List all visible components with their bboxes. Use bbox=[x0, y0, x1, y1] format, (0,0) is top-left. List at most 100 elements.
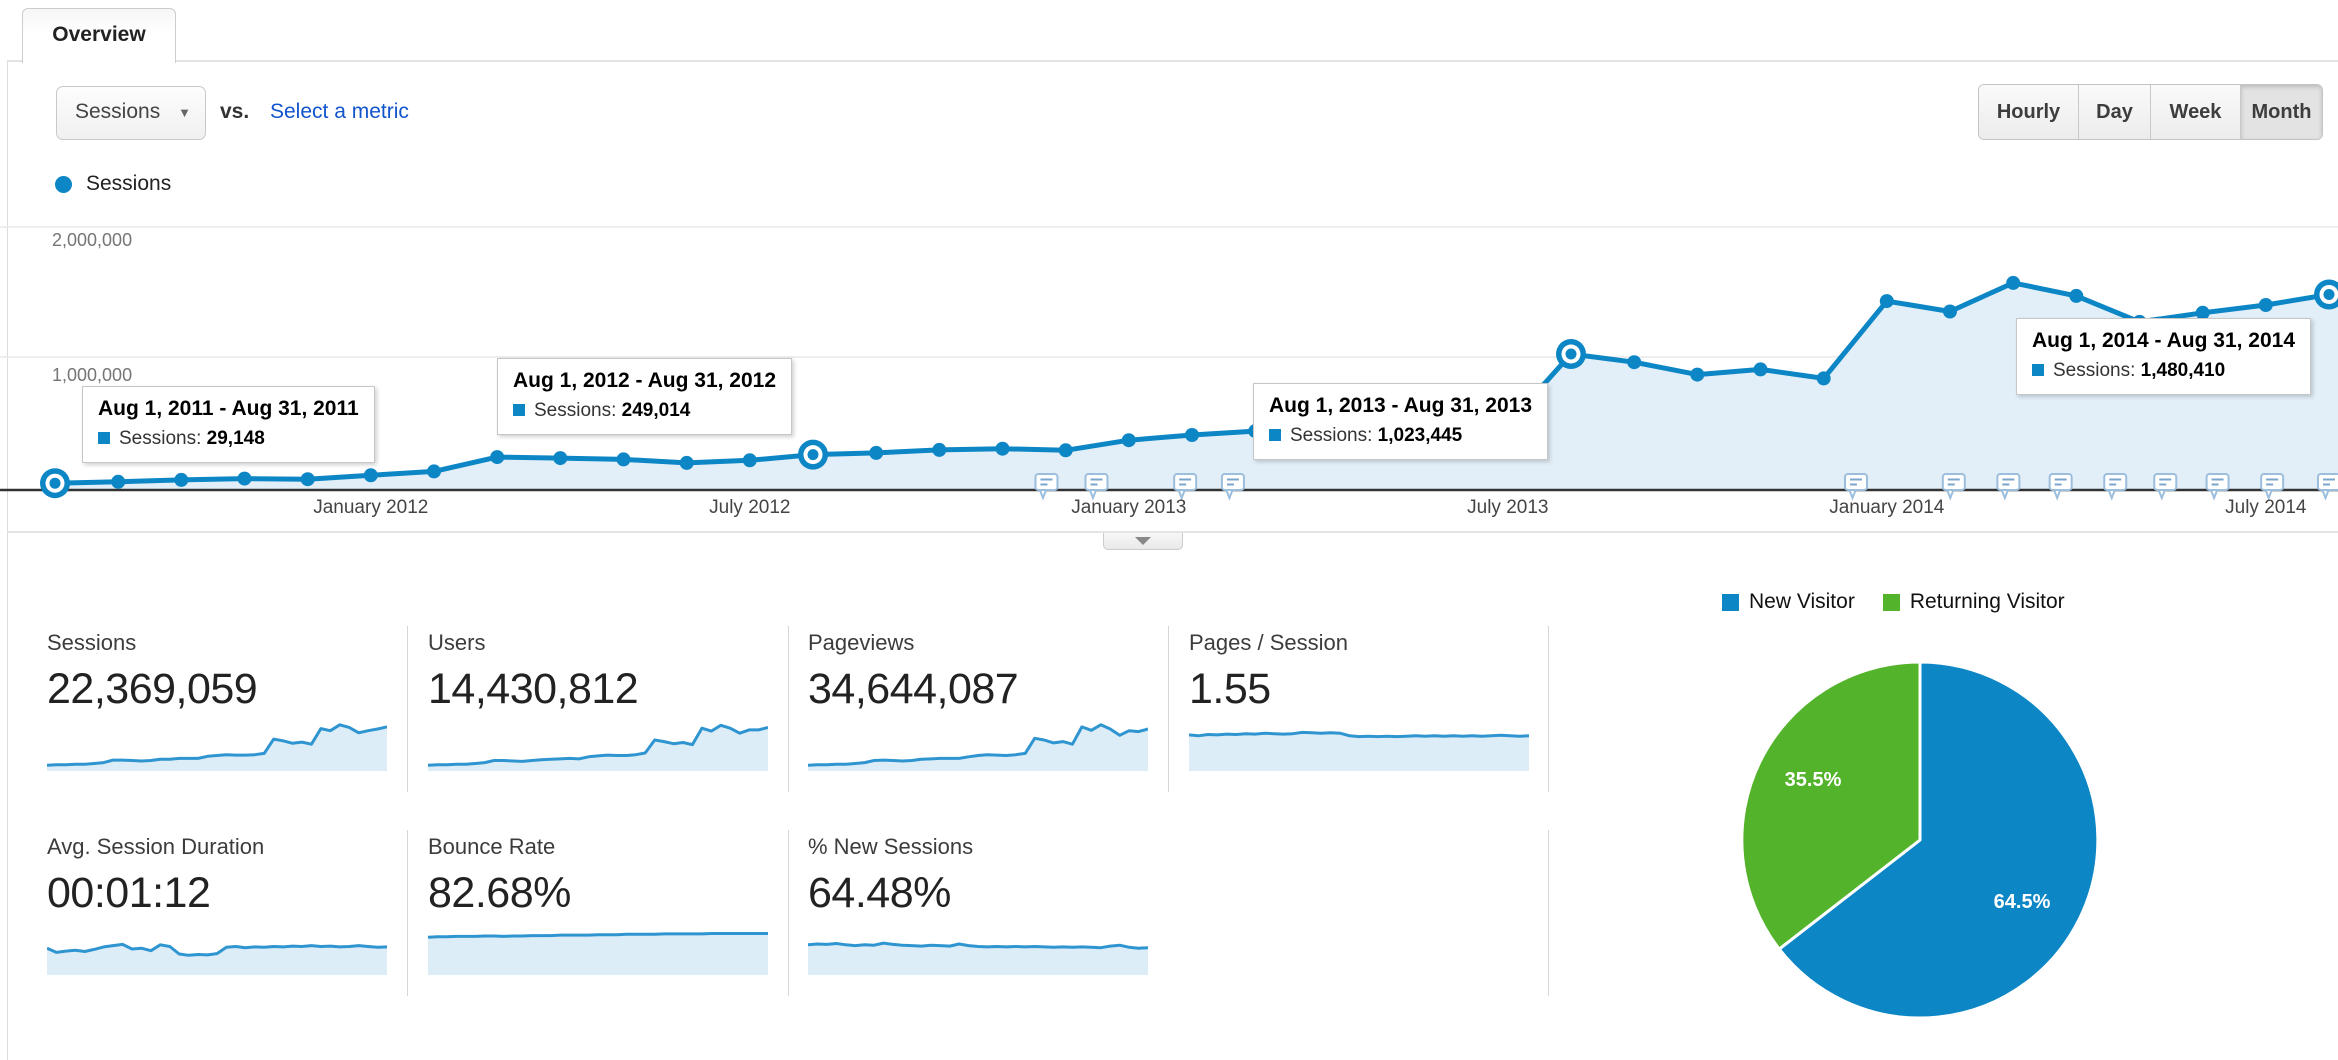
sessions-legend-dot-icon bbox=[55, 175, 72, 193]
data-point bbox=[2258, 298, 2273, 312]
annotation-marker-icon[interactable] bbox=[1844, 473, 1869, 501]
data-point bbox=[300, 472, 315, 487]
chart-series-legend: Sessions bbox=[55, 172, 171, 196]
sparkline-line bbox=[428, 723, 768, 767]
annotation-marker-icon[interactable] bbox=[2048, 473, 2073, 501]
card-divider bbox=[407, 830, 408, 996]
chart-tooltip-2013: Aug 1, 2013 - Aug 31, 2013 Sessions: 1,0… bbox=[1253, 383, 1549, 460]
scorecard-avg-session-duration: Avg. Session Duration 00:01:12 bbox=[47, 834, 428, 975]
tooltip-metric-label: Sessions: bbox=[119, 428, 202, 449]
tooltip-date-range: Aug 1, 2011 - Aug 31, 2011 bbox=[98, 397, 359, 420]
chevron-down-icon: ▼ bbox=[178, 105, 191, 120]
annotation-marker-icon[interactable] bbox=[2317, 473, 2338, 501]
annotation-marker-icon[interactable] bbox=[2103, 473, 2128, 501]
chevron-down-icon bbox=[1135, 537, 1151, 545]
annotation-marker-icon[interactable] bbox=[2260, 473, 2285, 501]
scorecard-users: Users 14,430,812 bbox=[428, 630, 809, 771]
annotation-marker-icon[interactable] bbox=[1034, 473, 1059, 501]
data-point bbox=[553, 451, 568, 466]
card-divider bbox=[788, 626, 789, 792]
card-divider bbox=[1548, 830, 1549, 996]
card-divider bbox=[407, 626, 408, 792]
granularity-day-button[interactable]: Day bbox=[2078, 85, 2150, 139]
pie-slice-returning-visitor bbox=[1740, 660, 1922, 951]
sessions-area-fill bbox=[55, 282, 2338, 489]
highlighted-data-point bbox=[1556, 339, 1586, 369]
scorecard-sparkline bbox=[47, 942, 387, 975]
granularity-hourly-button[interactable]: Hourly bbox=[1979, 85, 2078, 139]
card-divider bbox=[1168, 626, 1169, 792]
new-visitor-legend-label: New Visitor bbox=[1749, 590, 1855, 613]
data-point bbox=[237, 471, 252, 486]
data-point bbox=[932, 442, 947, 457]
pie-chart-legend: New Visitor Returning Visitor bbox=[1722, 590, 2065, 614]
tooltip-metric-value: 249,014 bbox=[621, 400, 691, 421]
scorecard-label: Pageviews bbox=[808, 630, 915, 655]
scorecard-value: 00:01:12 bbox=[47, 869, 211, 917]
tooltip-date-range: Aug 1, 2012 - Aug 31, 2012 bbox=[513, 369, 777, 392]
metric-select-dropdown[interactable]: Sessions ▼ bbox=[56, 86, 206, 140]
data-point bbox=[742, 453, 757, 468]
chart-tooltip-2012: Aug 1, 2012 - Aug 31, 2012 Sessions: 249… bbox=[497, 358, 793, 435]
annotation-marker-icon[interactable] bbox=[1941, 473, 1966, 501]
data-point bbox=[174, 472, 189, 487]
data-point bbox=[1753, 362, 1768, 377]
x-axis-label: July 2013 bbox=[1467, 497, 1548, 518]
returning-visitor-legend-label: Returning Visitor bbox=[1909, 590, 2065, 613]
data-point bbox=[1943, 304, 1957, 319]
scorecard-label: Avg. Session Duration bbox=[47, 834, 265, 859]
vs-label: vs. bbox=[220, 100, 250, 123]
annotation-marker-icon[interactable] bbox=[1220, 473, 1245, 501]
tooltip-series-swatch-icon bbox=[1269, 429, 1281, 441]
annotation-marker-icon[interactable] bbox=[2205, 473, 2230, 501]
collapse-chart-button[interactable] bbox=[1103, 533, 1183, 550]
data-point bbox=[1627, 355, 1642, 370]
returning-visitor-swatch-icon bbox=[1882, 593, 1900, 611]
annotation-marker-icon[interactable] bbox=[2153, 473, 2178, 501]
sparkline-area bbox=[428, 933, 768, 975]
scorecard-label: Sessions bbox=[47, 630, 137, 655]
scorecard-label: Pages / Session bbox=[1189, 630, 1348, 655]
tooltip-date-range: Aug 1, 2014 - Aug 31, 2014 bbox=[2032, 329, 2296, 352]
pie-label-new-visitor-pct: 64.5% bbox=[1994, 891, 2051, 913]
scorecard-sparkline bbox=[808, 723, 1148, 771]
data-point bbox=[1121, 433, 1136, 448]
data-point bbox=[111, 474, 126, 489]
y-axis-label-2m: 2,000,000 bbox=[52, 230, 133, 250]
data-point bbox=[2006, 275, 2021, 290]
sessions-line-chart: January 2012 July 2012 January 2013 July 20… bbox=[0, 226, 2338, 518]
data-point bbox=[679, 455, 694, 470]
data-point bbox=[2069, 288, 2084, 303]
data-point bbox=[995, 441, 1010, 456]
card-divider bbox=[1548, 626, 1549, 792]
tab-overview[interactable]: Overview bbox=[22, 8, 176, 63]
scorecard-value: 82.68% bbox=[428, 869, 571, 917]
data-point bbox=[490, 450, 505, 465]
tooltip-metric-value: 1,023,445 bbox=[1377, 425, 1463, 446]
select-a-metric-link[interactable]: Select a metric bbox=[270, 100, 409, 123]
x-axis-label: July 2012 bbox=[709, 497, 790, 518]
tab-bar bbox=[7, 0, 2338, 62]
scorecard-sparkline bbox=[1189, 730, 1529, 771]
granularity-month-button[interactable]: Month bbox=[2240, 85, 2322, 139]
scorecard-sparkline bbox=[428, 723, 768, 771]
annotation-marker-icon[interactable] bbox=[1084, 473, 1109, 501]
tooltip-metric-label: Sessions: bbox=[1290, 425, 1373, 446]
granularity-week-button[interactable]: Week bbox=[2150, 85, 2240, 139]
pie-label-returning-visitor-pct: 35.5% bbox=[1785, 769, 1842, 791]
scorecard-sessions: Sessions 22,369,059 bbox=[47, 630, 428, 771]
sparkline-area bbox=[1189, 732, 1529, 771]
chart-tooltip-2011: Aug 1, 2011 - Aug 31, 2011 Sessions: 29,… bbox=[82, 386, 375, 463]
scorecard-sparkline bbox=[428, 932, 768, 975]
annotation-marker-icon[interactable] bbox=[1996, 473, 2021, 501]
data-point bbox=[363, 468, 378, 483]
tooltip-series-swatch-icon bbox=[513, 404, 525, 416]
annotation-marker-icon[interactable] bbox=[1173, 473, 1198, 501]
section-divider bbox=[7, 531, 2338, 533]
granularity-toggle: Hourly Day Week Month bbox=[1978, 84, 2323, 140]
data-point bbox=[869, 445, 884, 460]
scorecard-sparkline bbox=[808, 941, 1148, 975]
data-point bbox=[1816, 371, 1831, 386]
scorecard-value: 14,430,812 bbox=[428, 665, 639, 713]
chart-tooltip-2014: Aug 1, 2014 - Aug 31, 2014 Sessions: 1,4… bbox=[2016, 318, 2312, 395]
